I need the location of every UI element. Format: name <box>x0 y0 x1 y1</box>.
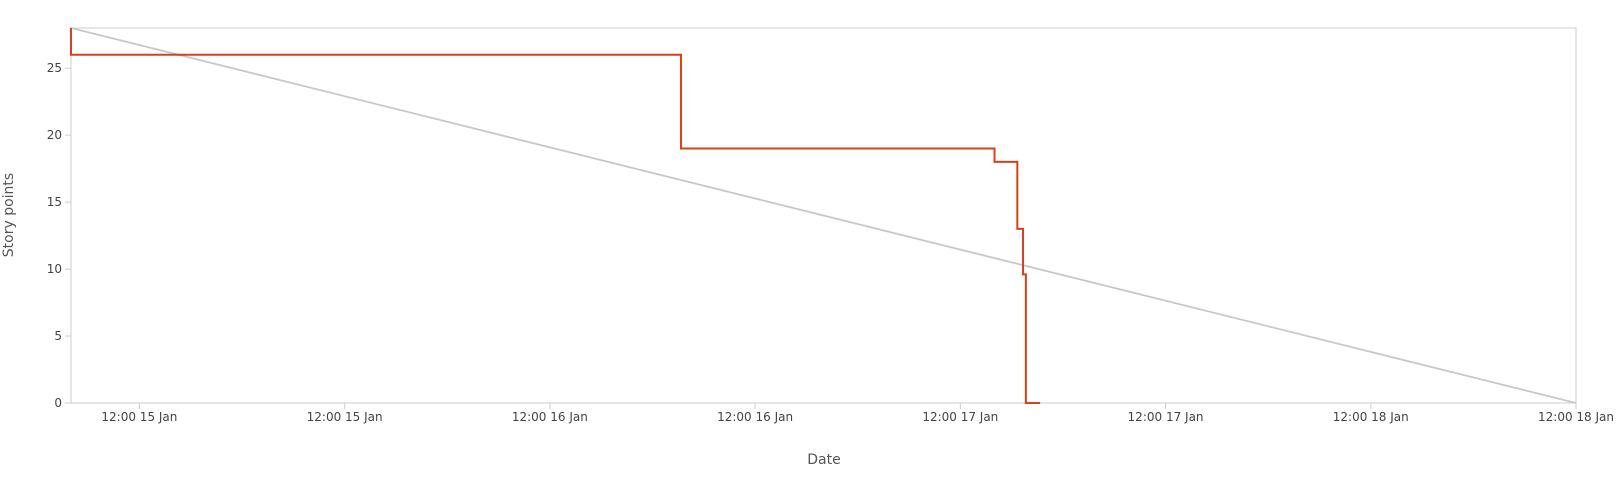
x-tick-label: 12:00 18 Jan <box>1333 410 1409 424</box>
guideline-line <box>70 27 1577 404</box>
x-tick-label: 12:00 17 Jan <box>1128 410 1204 424</box>
x-tick-label: 12:00 17 Jan <box>922 410 998 424</box>
y-tick-label: 20 <box>47 128 62 142</box>
x-tick-label: 12:00 15 Jan <box>101 410 177 424</box>
actual-remaining-line <box>70 28 1041 404</box>
plot-frame <box>70 27 1577 404</box>
x-tick-label: 12:00 18 Jan <box>1538 410 1614 424</box>
x-axis-title: Date <box>807 452 840 468</box>
x-tick-label: 12:00 15 Jan <box>307 410 383 424</box>
y-tick-label: 25 <box>47 61 62 75</box>
y-tick-label: 10 <box>47 262 62 276</box>
x-tick-label: 12:00 16 Jan <box>717 410 793 424</box>
y-tick-label: 5 <box>54 329 62 343</box>
y-tick-label: 0 <box>54 396 62 410</box>
y-tick-label: 15 <box>47 195 62 209</box>
y-axis-title: Story points <box>1 173 17 257</box>
x-tick-label: 12:00 16 Jan <box>512 410 588 424</box>
